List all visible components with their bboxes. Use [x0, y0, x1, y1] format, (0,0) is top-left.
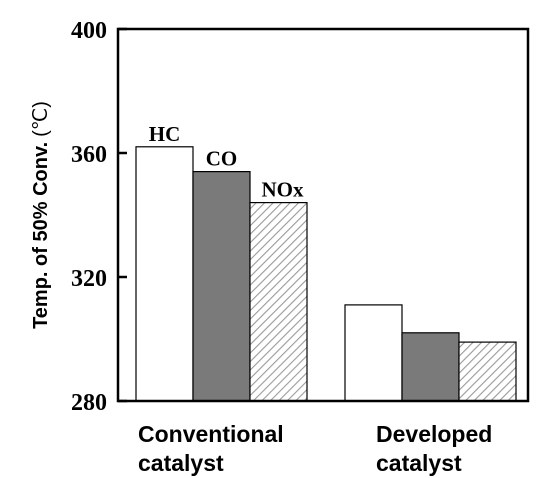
bar-hc-1 [135, 146, 194, 402]
y-tick-label-320: 320 [71, 266, 107, 292]
y-axis-label-unit: (℃) [30, 101, 52, 137]
x-category-label-line: Developed [376, 421, 492, 447]
y-axis-label-text: Temp. of 50% Conv. [30, 142, 52, 329]
y-tick-label-280: 280 [71, 390, 107, 416]
y-tick-label-400: 400 [71, 18, 107, 44]
series-label-co: CO [206, 147, 238, 171]
series-label-nox: NOx [262, 178, 305, 202]
bar-nox-2 [458, 341, 517, 402]
bar-co-2 [401, 332, 460, 402]
y-tick-label-360: 360 [71, 142, 107, 168]
x-category-label-1: Conventional catalyst [138, 421, 284, 476]
bars-layer [135, 146, 517, 402]
x-category-label-line: catalyst [376, 450, 462, 476]
x-category-label-line: catalyst [138, 450, 224, 476]
bar-co-1 [192, 171, 251, 402]
bar-hc-2 [344, 304, 403, 402]
x-category-label-line: Conventional [138, 421, 284, 447]
bar-nox-1 [249, 202, 308, 402]
x-category-label-2: Developed catalyst [376, 421, 492, 476]
plot-frame [116, 27, 530, 403]
x-axis-labels: Conventional catalyst Developed catalyst [138, 421, 492, 476]
y-axis-ticks: 280 320 360 400 [71, 18, 127, 416]
series-label-hc: HC [149, 122, 181, 146]
series-labels-layer: HC CO NOx [149, 122, 304, 202]
y-axis-label: Temp. of 50% Conv. (℃) [30, 101, 52, 329]
